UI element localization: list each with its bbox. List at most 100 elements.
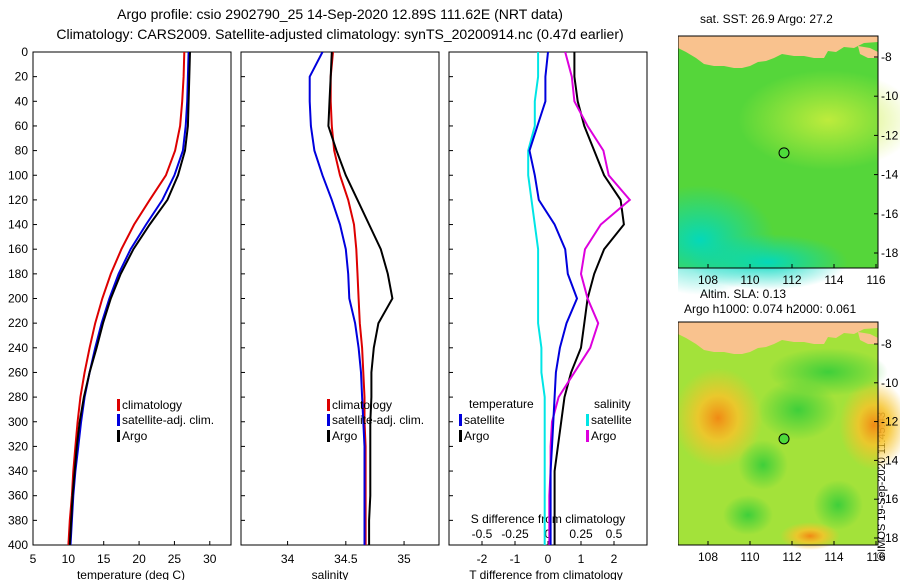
depth-tick-label: 360: [8, 489, 28, 503]
tdiff-sat-legend-label: satellite: [464, 413, 505, 427]
difference-xlabel: T difference from climatology: [469, 568, 623, 580]
chart-title-line2: Climatology: CARS2009. Satellite-adjuste…: [56, 26, 624, 42]
sdiff-sat-legend-swatch: [586, 414, 589, 426]
sla-high-patch-south: [780, 522, 840, 550]
tdiff-legend-title: temperature: [469, 397, 534, 411]
map-lat-label: -16: [881, 207, 899, 221]
map-lon-label: 110: [740, 550, 759, 564]
sdiff-sat-legend-label: satellite: [591, 413, 632, 427]
sla-low-patch-3: [723, 495, 773, 535]
sdiff-argo-legend-label: Argo: [591, 429, 617, 443]
sla-land-bali: [858, 332, 878, 344]
depth-tick-label: 40: [15, 94, 29, 108]
temp-argo-legend-label: Argo: [122, 429, 148, 443]
tdiff-xtick-label: 0: [545, 552, 552, 566]
profile-plots: 0204060801001201401601802002202402602803…: [8, 45, 648, 580]
temp-clim-legend-label: climatology: [122, 398, 182, 412]
temp-sat-legend-swatch: [117, 414, 120, 426]
series-line-satellite-adj-clim-: [308, 52, 366, 545]
sst-cool-patch-2: [688, 234, 848, 290]
series-line-climatology: [67, 52, 186, 545]
sal-sat-legend-swatch: [327, 414, 330, 426]
tdiff-xtick-label: -2: [477, 552, 488, 566]
sdiff-legend-title: salinity: [594, 397, 631, 411]
depth-tick-label: 200: [8, 292, 28, 306]
sla-map-subtitle: Argo h1000: 0.074 h2000: 0.061: [684, 302, 857, 316]
sst-argo-marker: [778, 147, 790, 159]
map-lon-label: 114: [824, 273, 843, 287]
map-lat-label: -12: [881, 128, 899, 142]
depth-tick-label: 340: [8, 464, 28, 478]
depth-tick-label: 0: [21, 45, 28, 59]
map-lat-label: -10: [881, 376, 899, 390]
maps-area: 108 110 112 114 116-8-10-12-14-16-18 108 110 1…: [678, 35, 900, 564]
sla-map: 108 110 112 114 116 -8 -10 -12 -14 -16 -18: [678, 321, 900, 564]
sal-argo-legend-swatch: [327, 430, 330, 442]
temperature-plot-frame: [32, 51, 232, 546]
series-line-climatology: [329, 52, 367, 545]
salinity-xlabel: salinity: [312, 568, 349, 580]
map-lon-label: 110: [740, 273, 759, 287]
sal-clim-legend-label: climatology: [332, 398, 392, 412]
depth-tick-label: 240: [8, 341, 28, 355]
map-lon-label: 114: [824, 550, 843, 564]
depth-tick-label: 180: [8, 267, 28, 281]
sla-high-patch-east: [839, 380, 900, 470]
depth-tick-label: 280: [8, 390, 28, 404]
series-line-argo: [327, 52, 394, 545]
depth-tick-label: 140: [8, 218, 28, 232]
sst-land-java: [678, 36, 878, 68]
temp-clim-legend-swatch: [117, 399, 120, 411]
sst-map-frame: [678, 35, 879, 269]
sla-land-java: [678, 322, 878, 354]
sst-map-title: sat. SST: 26.9 Argo: 27.2: [700, 12, 833, 26]
map-lat-label: -14: [881, 168, 899, 182]
sla-low-patch-2: [738, 440, 788, 490]
map-lat-label: -10: [881, 89, 899, 103]
depth-tick-label: 100: [8, 168, 28, 182]
salinity-xtick-label: 35: [397, 552, 411, 566]
sal-clim-legend-swatch: [327, 399, 330, 411]
map-lon-label: 108: [698, 550, 718, 564]
map-lat-label: -8: [881, 50, 892, 64]
sla-low-patch-4: [813, 480, 863, 530]
depth-tick-label: 220: [8, 316, 28, 330]
sal-sat-legend-label: satellite-adj. clim.: [332, 413, 424, 427]
tdiff-argo-legend-swatch: [459, 430, 462, 442]
map-lon-label: 116: [866, 550, 885, 564]
series-line-temperature-argo: [553, 52, 625, 545]
depth-tick-label: 260: [8, 365, 28, 379]
salinity-plot-frame: [240, 51, 440, 546]
map-lon-label: 116: [866, 273, 885, 287]
series-line-temperature-satellite: [527, 52, 546, 545]
depth-tick-label: 80: [15, 144, 29, 158]
temperature-xlabel: temperature (deg C): [77, 568, 185, 580]
depth-tick-label: 380: [8, 513, 28, 527]
tdiff-xtick-label: 1: [578, 552, 585, 566]
map-lon-label: 112: [782, 273, 801, 287]
sdiff-tick-label: -0.5: [472, 527, 493, 541]
map-lat-label: -8: [881, 337, 892, 351]
sla-low-patch-5: [768, 348, 888, 396]
sst-map: 108 110 112 114 116 -8 -10 -12 -14 -16 -18: [678, 35, 900, 295]
tdiff-xtick-label: -1: [510, 552, 521, 566]
temperature-xtick-label: 5: [30, 552, 37, 566]
sla-high-patch-west: [678, 368, 763, 468]
depth-tick-label: 60: [15, 119, 29, 133]
sdiff-argo-legend-swatch: [586, 430, 589, 442]
tdiff-xtick-label: 2: [611, 552, 618, 566]
map-lon-label: 112: [782, 550, 801, 564]
series-line-salinity-argo: [528, 52, 579, 545]
map-lon-label: 108: [698, 273, 718, 287]
temperature-xtick-label: 25: [168, 552, 182, 566]
temperature-xtick-label: 20: [132, 552, 146, 566]
series-line-argo: [68, 52, 191, 545]
sst-warm-patch: [738, 70, 900, 170]
sla-map-frame: [678, 321, 879, 546]
temp-argo-legend-swatch: [117, 430, 120, 442]
sdiff-tick-label: -0.25: [501, 527, 529, 541]
temperature-xtick-label: 30: [203, 552, 217, 566]
map-lat-label: -16: [881, 492, 899, 506]
temperature-xtick-label: 15: [97, 552, 111, 566]
tdiff-sat-legend-swatch: [459, 414, 462, 426]
